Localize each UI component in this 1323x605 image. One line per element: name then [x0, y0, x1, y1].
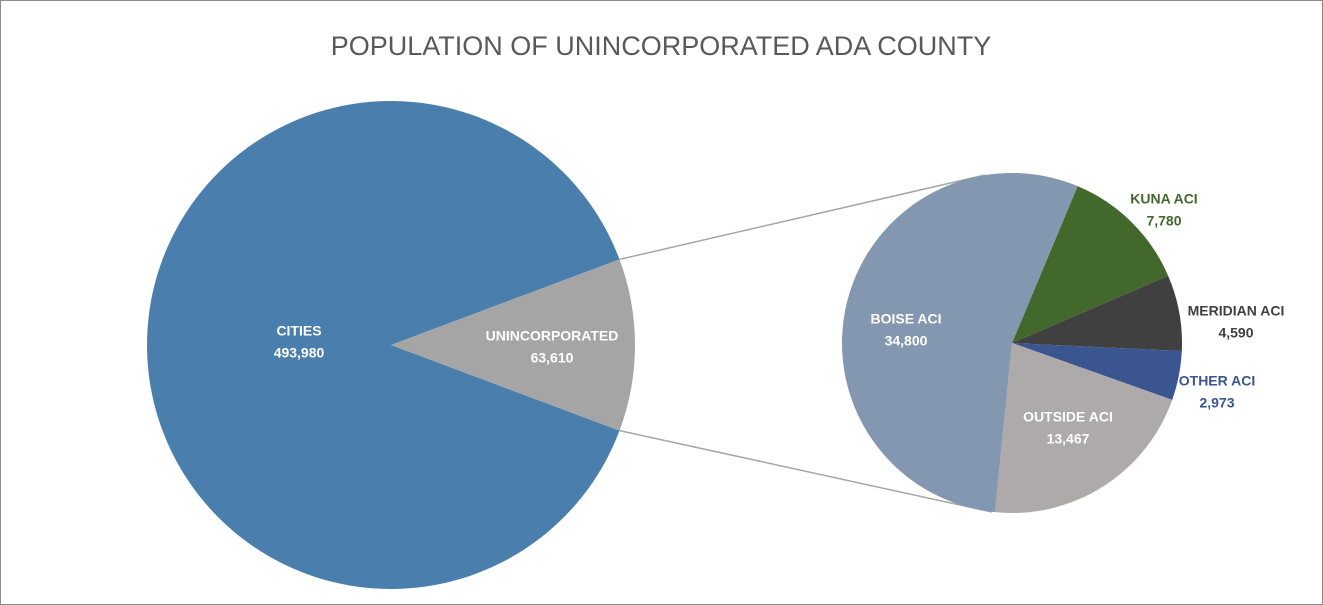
- value-label: 493,980: [274, 345, 325, 361]
- slice-label: KUNA ACI: [1130, 191, 1197, 207]
- chart-title: POPULATION OF UNINCORPORATED ADA COUNTY: [331, 31, 992, 61]
- slice-label: BOISE ACI: [870, 311, 941, 327]
- pie-slice: [1012, 343, 1182, 400]
- slice-label: MERIDIAN ACI: [1188, 303, 1285, 319]
- pie-slice: [1012, 186, 1169, 343]
- value-label: 34,800: [885, 333, 928, 349]
- connector-line: [619, 429, 993, 513]
- slice-label: UNINCORPORATED: [486, 328, 619, 344]
- pie-slice: [841, 173, 1078, 513]
- pie-slice: [994, 343, 1173, 513]
- pie-slice: [1012, 275, 1183, 352]
- value-label: 4,590: [1218, 325, 1253, 341]
- pie-slice: [391, 259, 635, 431]
- slice-label: OTHER ACI: [1179, 373, 1255, 389]
- value-label: 13,467: [1047, 431, 1090, 447]
- slice-label: OUTSIDE ACI: [1023, 409, 1113, 425]
- value-label: 2,973: [1199, 395, 1234, 411]
- value-label: 7,780: [1146, 213, 1181, 229]
- connector-line: [619, 174, 986, 261]
- pie-slice: [146, 100, 620, 589]
- value-label: 63,610: [531, 350, 574, 366]
- slice-label: CITIES: [276, 323, 321, 339]
